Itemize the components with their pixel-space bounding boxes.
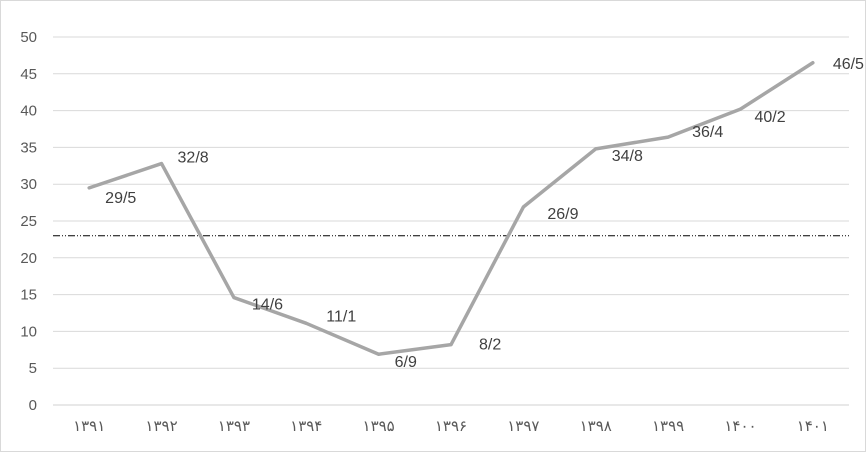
x-tick-label: ۱۴۰۰: [724, 418, 756, 435]
data-label: 6/9: [395, 354, 417, 371]
data-label: 34/8: [612, 148, 643, 165]
x-tick-label: ۱۳۹۷: [507, 418, 539, 435]
series-line: [87, 61, 815, 356]
data-point: [521, 205, 525, 209]
x-tick-label: ۱۴۰۱: [797, 418, 829, 435]
data-label: 29/5: [105, 190, 136, 207]
data-label: 14/6: [252, 297, 283, 314]
data-point: [232, 296, 236, 300]
x-tick-label: ۱۳۹۴: [290, 418, 322, 435]
y-tick-label: 20: [20, 250, 37, 267]
data-point: [87, 186, 91, 190]
y-tick-label: 35: [20, 139, 37, 156]
data-point: [160, 162, 164, 166]
data-label: 36/4: [692, 124, 723, 141]
y-tick-label: 15: [20, 287, 37, 304]
data-label: 11/1: [326, 308, 356, 325]
data-point: [449, 343, 453, 347]
data-point: [738, 107, 742, 111]
x-tick-label: ۱۳۹۸: [580, 418, 612, 435]
y-tick-label: 45: [20, 66, 37, 83]
y-tick-label: 40: [20, 103, 37, 120]
series-group: [87, 61, 815, 356]
data-label: 26/9: [547, 206, 578, 223]
y-tick-label: 25: [20, 213, 37, 230]
data-point: [594, 147, 598, 151]
data-labels: 29/5 32/8 14/6 11/1 6/9 8/2 26/9 34/8 36/4 40/2 46…: [105, 56, 864, 371]
y-axis-ticks: 0 5 10 15 20 25 30 35 40 45 50: [20, 29, 37, 414]
data-label: 32/8: [178, 150, 209, 167]
y-tick-label: 10: [20, 323, 37, 340]
y-tick-label: 0: [29, 397, 37, 414]
gridlines: [53, 36, 849, 406]
data-point: [377, 352, 381, 356]
data-label: 8/2: [479, 337, 501, 354]
x-tick-label: ۱۳۹۵: [363, 418, 395, 435]
x-axis-ticks: ۱۳۹۱ ۱۳۹۲ ۱۳۹۳ ۱۳۹۴ ۱۳۹۵ ۱۳۹۶ ۱۳۹۷ ۱۳۹۸ ۱۳۹۹ ۱۴۰۰…: [73, 418, 829, 435]
data-label: 46/5: [833, 56, 864, 73]
x-tick-label: ۱۳۹۱: [73, 418, 105, 435]
x-tick-label: ۱۳۹۶: [435, 418, 467, 435]
data-label: 40/2: [754, 109, 785, 126]
data-point: [811, 61, 815, 65]
y-tick-label: 5: [29, 360, 37, 377]
data-point: [304, 321, 308, 325]
y-tick-label: 50: [20, 29, 37, 46]
x-tick-label: ۱۳۹۳: [218, 418, 250, 435]
x-tick-label: ۱۳۹۹: [652, 418, 684, 435]
y-tick-label: 30: [20, 176, 37, 193]
x-tick-label: ۱۳۹۲: [145, 418, 177, 435]
data-point: [666, 135, 670, 139]
